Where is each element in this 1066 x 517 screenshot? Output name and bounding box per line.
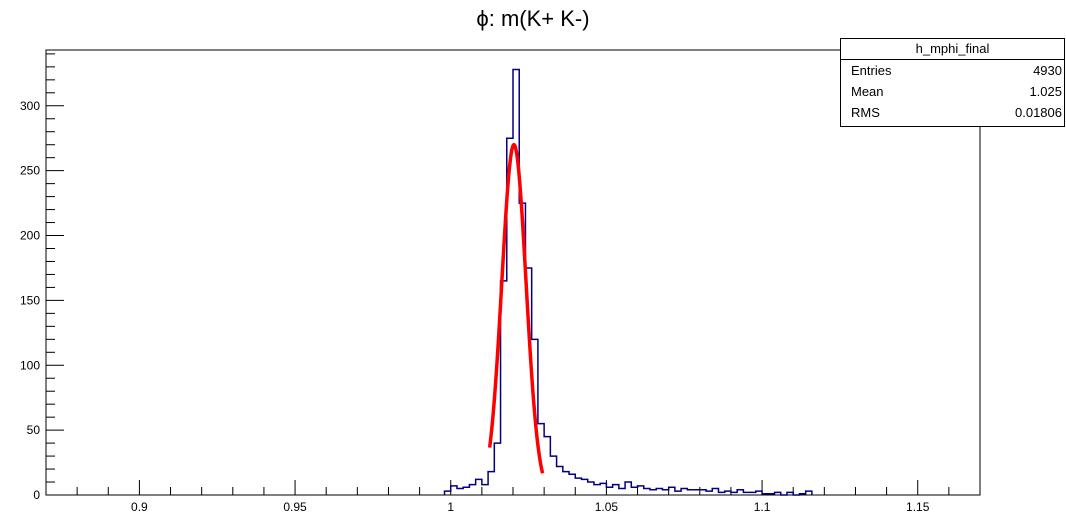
y-tick-label: 50 [27, 423, 41, 437]
gaussian-fit-curve [487, 142, 545, 474]
x-tick-label: 0.9 [131, 500, 148, 514]
axis-tick-labels: 0.9 0.95 1 1.05 1.1 1.15 0 50 100 150 200 250 300 [20, 99, 930, 514]
x-tick-label: 1.1 [754, 500, 771, 514]
y-tick-label: 300 [20, 99, 40, 113]
y-tick-label: 200 [20, 229, 40, 243]
x-tick-label: 1.05 [595, 500, 619, 514]
stats-row-rms: RMS 0.01806 [841, 102, 1064, 123]
y-tick-label: 250 [20, 164, 40, 178]
stats-histogram-name: h_mphi_final [841, 39, 1064, 60]
x-tick-label: 1.15 [906, 500, 930, 514]
x-tick-label: 1 [447, 500, 454, 514]
histogram-line [443, 68, 813, 496]
y-tick-label: 100 [20, 358, 40, 372]
stats-label: Entries [851, 63, 892, 78]
stats-label: Mean [851, 84, 884, 99]
stats-value: 4930 [1033, 63, 1062, 78]
stats-value: 1.025 [1029, 84, 1062, 99]
y-tick-label: 0 [33, 488, 40, 502]
stats-box: h_mphi_final Entries 4930 Mean 1.025 RMS… [840, 38, 1065, 127]
stats-value: 0.01806 [1015, 105, 1062, 120]
x-tick-label: 0.95 [283, 500, 307, 514]
stats-label: RMS [851, 105, 880, 120]
stats-row-mean: Mean 1.025 [841, 81, 1064, 102]
stats-row-entries: Entries 4930 [841, 60, 1064, 81]
chart-title: ϕ: m(K+ K-) [476, 6, 590, 31]
y-tick-label: 150 [20, 293, 40, 307]
